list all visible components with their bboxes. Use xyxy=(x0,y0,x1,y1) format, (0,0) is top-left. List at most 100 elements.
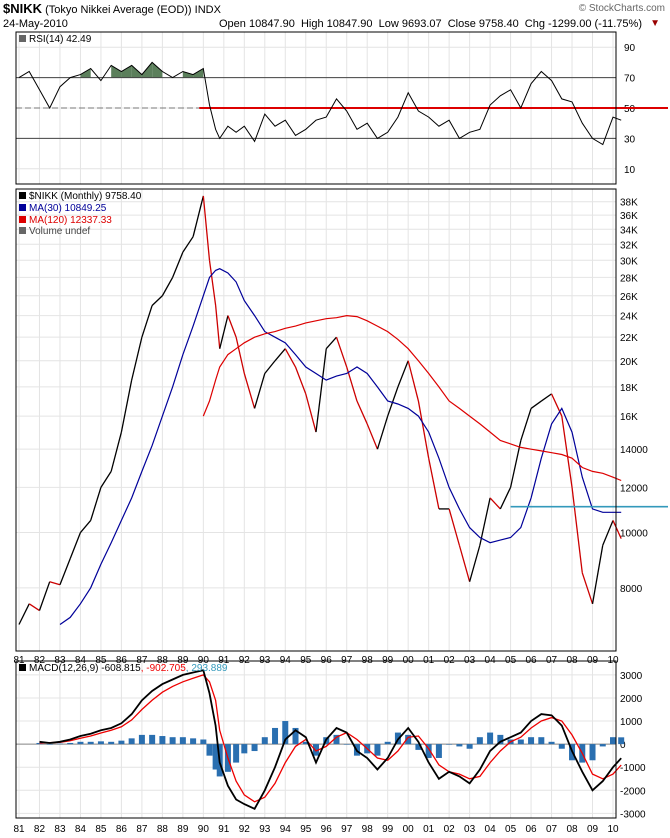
price-legend-icon xyxy=(19,192,26,199)
price-segment xyxy=(243,373,256,409)
macd-histogram-bar xyxy=(548,741,555,745)
macd-histogram-bar xyxy=(292,727,299,745)
x-tick-label: 88 xyxy=(157,824,169,835)
macd-histogram-bar xyxy=(87,741,94,745)
price-segment xyxy=(151,295,163,306)
price-segment xyxy=(591,545,604,604)
macd-histogram-bar xyxy=(138,734,145,745)
price-segment xyxy=(489,497,501,510)
macd-histogram-bar xyxy=(333,734,340,745)
x-tick-label: 97 xyxy=(341,655,353,666)
macd-tick-label: 3000 xyxy=(620,671,643,682)
x-tick-label: 02 xyxy=(444,655,456,666)
x-tick-label: 91 xyxy=(218,655,230,666)
macd-histogram-bar xyxy=(610,737,616,745)
chart-date: 24-May-2010 xyxy=(3,18,68,30)
macd-histogram-bar xyxy=(343,744,350,745)
x-tick-label: 82 xyxy=(34,655,46,666)
price-tick-label: 22K xyxy=(620,333,638,344)
x-tick-label: 92 xyxy=(239,655,251,666)
price-tick-label: 32K xyxy=(620,240,638,251)
macd-histogram-bar xyxy=(476,737,483,745)
rsi-frame xyxy=(15,31,617,185)
x-axis: 81 81 82 82 83 83 84 84 85 85 86 86 87 87 88 88 89 89 90 90… xyxy=(13,655,619,835)
price-segment xyxy=(561,415,573,488)
rsi-overbought-fill xyxy=(131,65,142,78)
rsi-overbought-fill xyxy=(121,65,132,78)
x-tick-label: 86 xyxy=(116,824,128,835)
macd-histogram-bar xyxy=(118,740,125,745)
x-tick-label: 06 xyxy=(526,655,538,666)
x-tick-label: 84 xyxy=(75,824,87,835)
x-tick-label: 01 xyxy=(423,655,435,666)
x-tick-label: 00 xyxy=(403,655,415,666)
x-tick-label: 04 xyxy=(485,655,497,666)
macd-histogram-bar xyxy=(108,741,115,745)
rsi-tick-label: 30 xyxy=(624,134,636,145)
price-segment xyxy=(602,520,614,546)
symbol-label: $NIKK xyxy=(3,1,43,16)
macd-histogram-bar xyxy=(466,744,473,749)
price-segment xyxy=(366,423,379,450)
rsi-overbought-fill xyxy=(111,65,122,78)
rsi-tick-label: 90 xyxy=(624,43,636,54)
x-tick-label: 05 xyxy=(505,655,517,666)
price-tick-label: 16K xyxy=(620,412,638,423)
macd-tick-label: 2000 xyxy=(620,694,643,705)
x-tick-label: 93 xyxy=(259,655,271,666)
x-tick-label: 84 xyxy=(75,655,87,666)
price-segment xyxy=(90,487,102,521)
macd-legend-label: MACD(12,26,9) xyxy=(29,663,98,674)
price-segment xyxy=(571,487,583,573)
macd-histogram-bar xyxy=(599,744,606,747)
macd-line xyxy=(39,669,622,810)
down-arrow-icon: ▼ xyxy=(650,18,660,29)
price-segment xyxy=(335,336,348,368)
x-tick-label: 95 xyxy=(300,655,312,666)
x-tick-label: 89 xyxy=(177,655,189,666)
macd-histogram-bar xyxy=(206,744,213,756)
price-segment xyxy=(540,393,552,402)
macd-histogram-bar xyxy=(435,744,442,758)
price-segment xyxy=(227,315,237,338)
price-tick-label: 24K xyxy=(620,312,638,323)
macd-tick-label: -1000 xyxy=(620,763,646,774)
index-name: (Tokyo Nikkei Average (EOD)) xyxy=(45,4,192,16)
macd-histogram-bar xyxy=(159,736,166,745)
x-tick-label: 85 xyxy=(95,655,107,666)
macd-histogram-bar xyxy=(190,738,197,745)
macd-histogram-bar xyxy=(77,741,84,745)
price-segment xyxy=(305,393,317,433)
price-tick-label: 36K xyxy=(620,211,638,222)
macd-histogram-bar xyxy=(528,737,535,745)
x-tick-label: 10 xyxy=(607,824,619,835)
price-segment xyxy=(49,581,61,586)
x-tick-label: 86 xyxy=(116,655,128,666)
price-segment xyxy=(79,520,92,533)
x-tick-label: 87 xyxy=(136,824,148,835)
price-segment xyxy=(356,400,368,425)
price-segment xyxy=(131,336,143,381)
macd-histogram-bar xyxy=(97,741,104,745)
macd-histogram-bar xyxy=(200,739,207,745)
macd-histogram-bar xyxy=(241,744,248,754)
price-segment xyxy=(376,415,389,450)
price-segment xyxy=(499,487,512,510)
macd-histogram-bar xyxy=(46,744,53,745)
macd-histogram-bar xyxy=(272,727,279,745)
x-tick-label: 82 xyxy=(34,824,46,835)
price-segment xyxy=(161,277,174,297)
price-segment xyxy=(284,348,297,368)
macd-histogram-bar xyxy=(384,741,391,745)
price-segment xyxy=(417,400,430,459)
x-tick-label: 92 xyxy=(239,824,251,835)
stockcharts-watermark[interactable]: © StockCharts.com xyxy=(578,3,665,14)
x-tick-label: 09 xyxy=(587,824,599,835)
price-segment xyxy=(219,315,229,349)
price-legend: $NIKK (Monthly) 9758.40 xyxy=(29,191,142,202)
x-tick-label: 99 xyxy=(382,655,394,666)
x-tick-label: 03 xyxy=(464,824,476,835)
price-segment xyxy=(387,386,399,417)
x-tick-label: 02 xyxy=(444,824,456,835)
price-tick-label: 38K xyxy=(620,198,638,209)
